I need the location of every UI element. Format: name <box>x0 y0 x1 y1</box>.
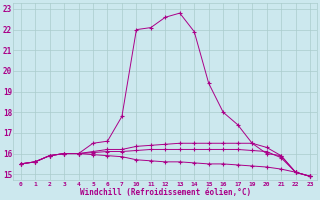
X-axis label: Windchill (Refroidissement éolien,°C): Windchill (Refroidissement éolien,°C) <box>80 188 251 197</box>
